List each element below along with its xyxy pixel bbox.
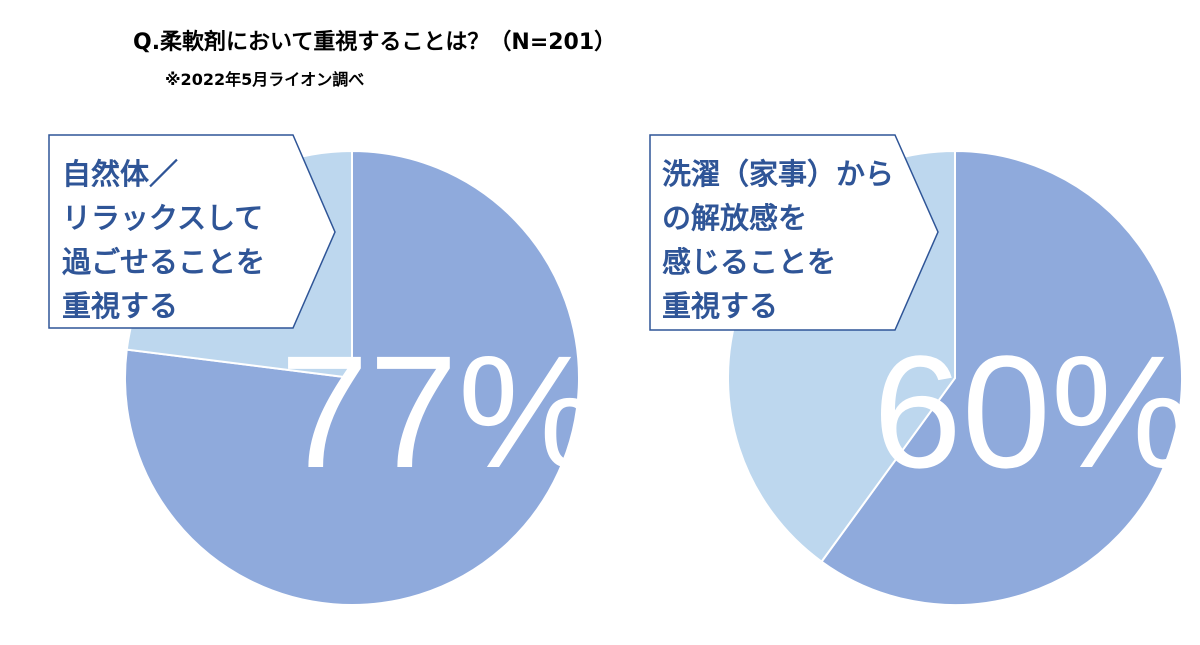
pie-chart-1: 77%: [48, 134, 600, 606]
pie1-category-label: 自然体／ リラックスして 過ごせることを 重視する: [62, 157, 266, 323]
pie1-callout-box: [48, 134, 336, 329]
chart-title: Q.柔軟剤において重視することは？（N=201）: [133, 30, 617, 55]
chart-subtitle: ※2022年5月ライオン調べ: [165, 70, 365, 89]
pie1-slice-main: [124, 149, 580, 606]
pie2-slice-main: [820, 149, 1183, 606]
pie1-percent-label: 77%: [280, 322, 600, 501]
pie2-percent-label: 60%: [873, 322, 1193, 501]
pie2-category-label: 洗濯（家事）から の解放感を 感じることを 重視する: [662, 157, 895, 323]
pie-chart-2: 60%: [649, 134, 1193, 606]
pie2-callout-box: [649, 134, 939, 331]
